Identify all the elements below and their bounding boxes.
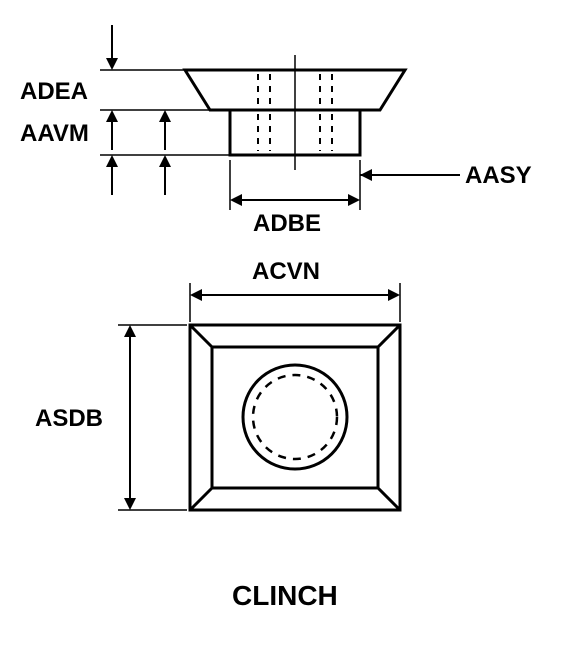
label-adea: ADEA xyxy=(20,78,88,106)
plan-view xyxy=(118,283,400,510)
label-aavm: AAVM xyxy=(20,120,89,148)
title: CLINCH xyxy=(232,580,338,612)
label-acvn: ACVN xyxy=(252,258,320,286)
label-aasy: AASY xyxy=(465,162,532,190)
label-asdb: ASDB xyxy=(35,405,103,433)
side-section-view xyxy=(100,25,460,210)
label-adbe: ADBE xyxy=(253,210,321,238)
